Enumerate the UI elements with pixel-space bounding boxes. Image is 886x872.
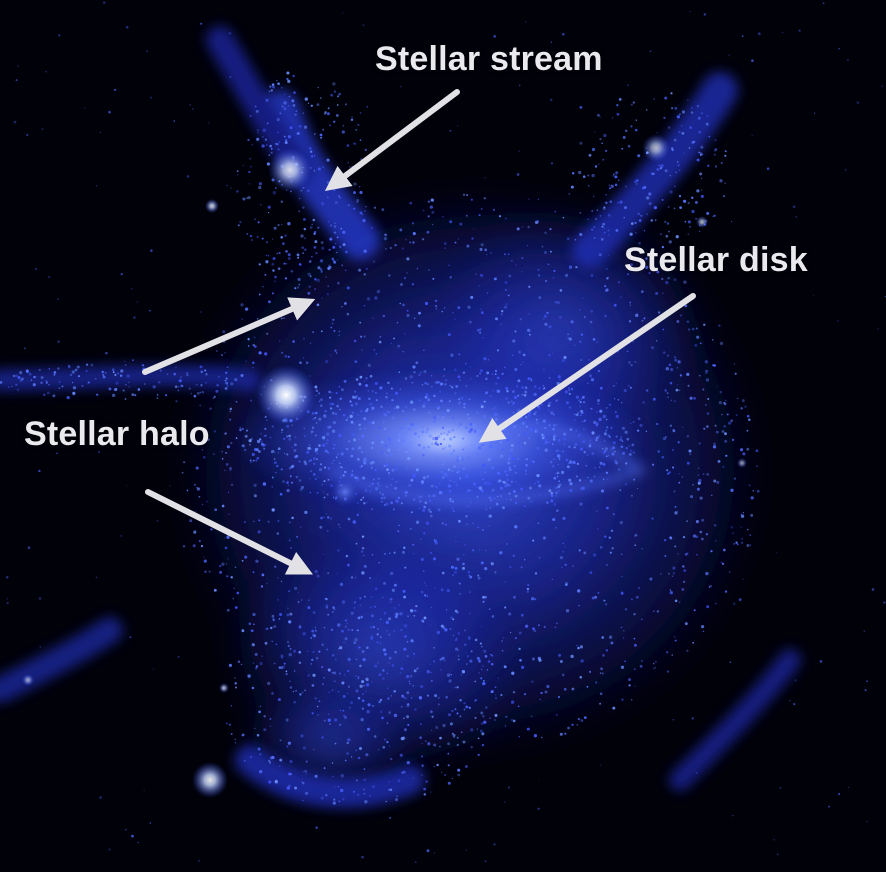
annotation-arrows — [142, 89, 696, 575]
arrow-stellar-stream — [324, 89, 460, 192]
stellar-stream-label: Stellar stream — [375, 40, 603, 78]
arrow-stellar-halo-upper — [142, 297, 316, 375]
arrow-stellar-disk — [478, 293, 696, 443]
stellar-disk-label: Stellar disk — [624, 241, 808, 279]
stellar-disk-glow — [230, 370, 650, 510]
arrow-stellar-halo-lower — [145, 489, 314, 575]
satellite-galaxies — [22, 134, 747, 798]
stellar-halo-label: Stellar halo — [24, 415, 210, 453]
